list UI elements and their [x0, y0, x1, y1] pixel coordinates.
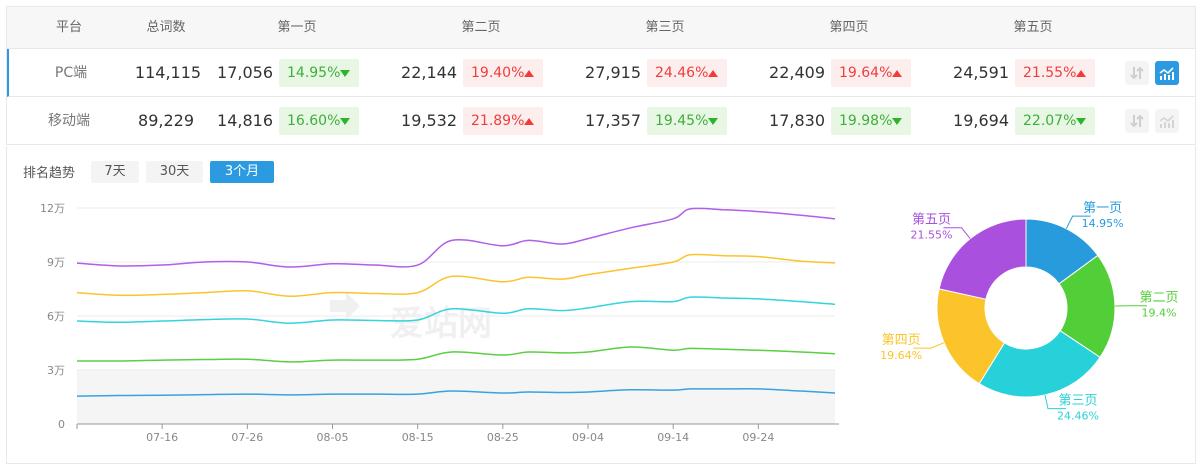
arrow-up-icon — [892, 70, 902, 77]
page3-percent-badge: 24.46% — [647, 59, 727, 87]
page2-percent-badge: 21.89% — [463, 107, 543, 135]
page5-count: 24,591 — [953, 63, 1009, 82]
page1-percent-badge: 14.95% — [279, 59, 359, 87]
page4-count: 22,409 — [769, 63, 825, 82]
arrow-up-icon — [1076, 70, 1086, 77]
platform-name: PC端 — [54, 65, 88, 81]
arrow-up-icon — [524, 70, 534, 77]
percent-value: 19.98% — [839, 113, 893, 129]
percent-value: 22.07% — [1023, 113, 1077, 129]
percent-value: 21.89% — [471, 113, 525, 129]
table-header: 平台 总词数 第一页 第二页 第三页 第四页 第五页 — [7, 7, 1195, 49]
page2-count: 22,144 — [401, 63, 457, 82]
page4-count: 17,830 — [769, 111, 825, 130]
trend-section: 排名趋势 7天 30天 3个月 — [6, 146, 1196, 464]
page5-percent-badge: 21.55% — [1015, 59, 1095, 87]
arrow-up-icon — [524, 118, 534, 125]
sort-icon — [1130, 114, 1144, 128]
page3-count: 17,357 — [585, 111, 641, 130]
sort-button[interactable] — [1125, 61, 1149, 85]
page2-percent-badge: 19.40% — [463, 59, 543, 87]
page3-percent-badge: 19.45% — [647, 107, 727, 135]
total-keywords: 89,229 — [138, 111, 194, 130]
sort-icon — [1130, 66, 1144, 80]
page3-count: 27,915 — [585, 63, 641, 82]
percent-value: 19.45% — [655, 113, 709, 129]
page1-count: 17,056 — [217, 63, 273, 82]
percent-value: 21.55% — [1023, 65, 1077, 81]
page4-percent-badge: 19.98% — [831, 107, 911, 135]
arrow-down-icon — [340, 70, 350, 77]
trend-chart-icon — [1159, 67, 1174, 80]
arrow-down-icon — [892, 118, 902, 125]
percent-value: 19.64% — [839, 65, 893, 81]
page5-percent-badge: 22.07% — [1015, 107, 1095, 135]
percent-value: 14.95% — [287, 65, 341, 81]
header-page3: 第三页 — [645, 20, 685, 35]
header-page2: 第二页 — [461, 20, 501, 35]
table-row: PC端 114,115 17,056 14.95% 22,144 19.40% 27,… — [7, 49, 1195, 97]
header-page1: 第一页 — [277, 20, 317, 35]
percent-value: 24.46% — [655, 65, 709, 81]
trend-chart-icon — [1159, 115, 1174, 128]
rank-table: 平台 总词数 第一页 第二页 第三页 第四页 第五页 PC端 114,115 17… — [6, 6, 1196, 145]
page5-count: 19,694 — [953, 111, 1009, 130]
trend-chart-button[interactable] — [1155, 109, 1179, 133]
sort-button[interactable] — [1125, 109, 1149, 133]
percent-value: 19.40% — [471, 65, 525, 81]
total-keywords: 114,115 — [134, 63, 202, 82]
trend-chart-button[interactable] — [1155, 61, 1179, 85]
header-total: 总词数 — [146, 20, 186, 35]
range-30d-button[interactable]: 30天 — [146, 161, 203, 183]
arrow-down-icon — [708, 118, 718, 125]
header-page4: 第四页 — [829, 20, 869, 35]
arrow-down-icon — [1076, 118, 1086, 125]
percent-value: 16.60% — [287, 113, 341, 129]
page1-count: 14,816 — [217, 111, 273, 130]
trend-label: 排名趋势 — [23, 166, 76, 181]
arrow-down-icon — [340, 118, 350, 125]
header-platform: 平台 — [55, 20, 83, 35]
page1-percent-badge: 16.60% — [279, 107, 359, 135]
header-page5: 第五页 — [1013, 20, 1053, 35]
table-row: 移动端 89,229 14,816 16.60% 19,532 21.89% 17,3… — [7, 97, 1195, 145]
range-7d-button[interactable]: 7天 — [91, 161, 139, 183]
page4-percent-badge: 19.64% — [831, 59, 911, 87]
range-3m-button[interactable]: 3个月 — [210, 161, 274, 183]
arrow-up-icon — [708, 70, 718, 77]
platform-name: 移动端 — [48, 113, 90, 129]
page2-count: 19,532 — [401, 111, 457, 130]
